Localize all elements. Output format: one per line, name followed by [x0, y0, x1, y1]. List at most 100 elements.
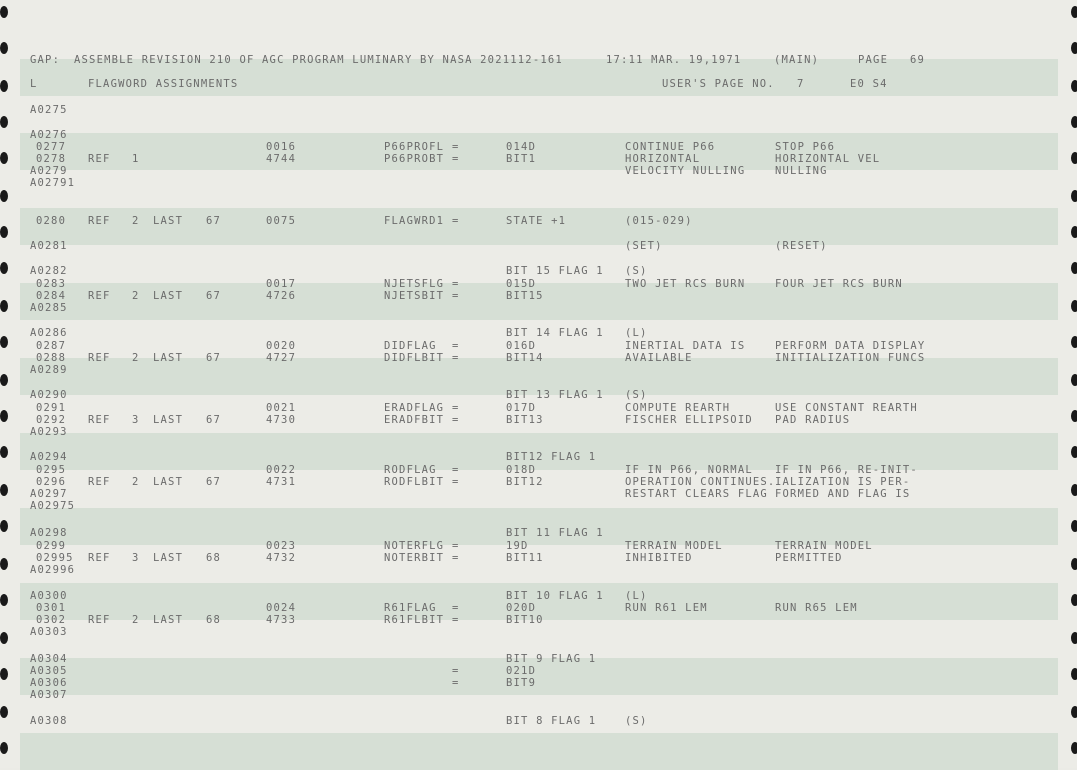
- listing-symbol: ERADFLAG: [384, 402, 445, 414]
- tractor-hole: [1071, 558, 1077, 570]
- tractor-hole: [1071, 190, 1077, 202]
- listing-comment-set: INERTIAL DATA IS: [625, 340, 746, 352]
- listing-ref: REF: [88, 552, 111, 564]
- tractor-hole: [1071, 262, 1077, 274]
- listing-operand: BIT 14 FLAG 1: [506, 327, 604, 339]
- tractor-hole: [1071, 594, 1077, 606]
- listing-address: 4731: [266, 476, 297, 488]
- listing-last-page: 67: [206, 290, 222, 302]
- listing-equals: =: [452, 602, 460, 614]
- listing-comment-set: (S): [625, 265, 648, 277]
- listing-loc: 0288: [36, 352, 67, 364]
- listing-comment-set: HORIZONTAL: [625, 153, 701, 165]
- tractor-hole: [1071, 374, 1077, 386]
- listing-comment-set: COMPUTE REARTH: [625, 402, 731, 414]
- tractor-hole: [0, 336, 8, 348]
- tractor-hole: [0, 410, 8, 422]
- listing-operand: BIT12: [506, 476, 544, 488]
- greenbar-band: [20, 133, 1058, 170]
- listing-operand: 020D: [506, 602, 537, 614]
- listing-address: 4727: [266, 352, 297, 364]
- listing-last-page: 68: [206, 614, 222, 626]
- listing-comment-reset: STOP P66: [775, 141, 836, 153]
- tractor-hole: [0, 80, 8, 92]
- listing-loc: A0282: [30, 265, 68, 277]
- listing-address: 0023: [266, 540, 297, 552]
- listing-loc: A0275: [30, 104, 68, 116]
- header-gap: GAP:: [30, 54, 61, 66]
- listing-comment-reset: RUN R65 LEM: [775, 602, 858, 614]
- listing-operand: BIT 10 FLAG 1: [506, 590, 604, 602]
- listing-symbol: R61FLBIT: [384, 614, 445, 626]
- listing-operand: STATE +1: [506, 215, 567, 227]
- listing-last-page: 67: [206, 476, 222, 488]
- listing-equals: =: [452, 414, 460, 426]
- listing-symbol: P66PROBT: [384, 153, 445, 165]
- listing-symbol: ERADFBIT: [384, 414, 445, 426]
- listing-address: 4744: [266, 153, 297, 165]
- listing-operand: BIT1: [506, 153, 537, 165]
- tractor-hole: [1071, 520, 1077, 532]
- listing-ref-count: 2: [132, 215, 140, 227]
- listing-equals: =: [452, 476, 460, 488]
- listing-loc: A02791: [30, 177, 76, 189]
- listing-comment-set: OPERATION CONTINUES.: [625, 476, 776, 488]
- listing-last-page: 67: [206, 414, 222, 426]
- tractor-hole: [1071, 226, 1077, 238]
- listing-symbol: NOTERBIT: [384, 552, 445, 564]
- greenbar-band: [20, 433, 1058, 470]
- listing-address: 0020: [266, 340, 297, 352]
- listing-equals: =: [452, 278, 460, 290]
- listing-comment-set: (L): [625, 327, 648, 339]
- listing-symbol: RODFLAG: [384, 464, 437, 476]
- listing-symbol: NJETSBIT: [384, 290, 445, 302]
- greenbar-band: [20, 508, 1058, 545]
- tractor-hole: [1071, 484, 1077, 496]
- header-mode: (MAIN): [774, 54, 820, 66]
- left-tractor-holes: [0, 0, 10, 768]
- listing-loc: 0292: [36, 414, 67, 426]
- listing-symbol: NOTERFLG: [384, 540, 445, 552]
- header-page-label: PAGE: [858, 54, 889, 66]
- tractor-hole: [1071, 410, 1077, 422]
- tractor-hole: [0, 6, 8, 18]
- listing-loc: 0299: [36, 540, 67, 552]
- listing-loc: A0289: [30, 364, 68, 376]
- listing-ref: REF: [88, 352, 111, 364]
- listing-ref: REF: [88, 476, 111, 488]
- listing-loc: A0308: [30, 715, 68, 727]
- listing-loc: A0297: [30, 488, 68, 500]
- listing-loc: 0278: [36, 153, 67, 165]
- listing-ref: REF: [88, 153, 111, 165]
- tractor-hole: [0, 190, 8, 202]
- listing-operand: BIT 13 FLAG 1: [506, 389, 604, 401]
- listing-loc: 02995: [36, 552, 74, 564]
- listing-ref: REF: [88, 614, 111, 626]
- tractor-hole: [1071, 42, 1077, 54]
- listing-comment-set: (L): [625, 590, 648, 602]
- listing-loc: A0306: [30, 677, 68, 689]
- greenbar-band: [20, 658, 1058, 695]
- greenbar-band: [20, 583, 1058, 620]
- listing-equals: =: [452, 215, 460, 227]
- listing-loc: 0277: [36, 141, 67, 153]
- listing-ref-count: 3: [132, 414, 140, 426]
- listing-address: 0075: [266, 215, 297, 227]
- listing-operand: BIT 8 FLAG 1: [506, 715, 597, 727]
- listing-comment-reset: TERRAIN MODEL: [775, 540, 873, 552]
- tractor-hole: [0, 632, 8, 644]
- right-tractor-holes: [1069, 0, 1077, 768]
- listing-comment-set: (S): [625, 715, 648, 727]
- listing-loc: 0280: [36, 215, 67, 227]
- tractor-hole: [1071, 742, 1077, 754]
- listing-comment-set: TERRAIN MODEL: [625, 540, 723, 552]
- listing-comment-reset: (RESET): [775, 240, 828, 252]
- listing-loc: A0298: [30, 527, 68, 539]
- listing-equals: =: [452, 540, 460, 552]
- listing-symbol: DIDFLBIT: [384, 352, 445, 364]
- listing-equals: =: [452, 153, 460, 165]
- listing-loc: 0283: [36, 278, 67, 290]
- listing-loc: A0307: [30, 689, 68, 701]
- listing-loc: A0304: [30, 653, 68, 665]
- greenbar-band: [20, 733, 1058, 770]
